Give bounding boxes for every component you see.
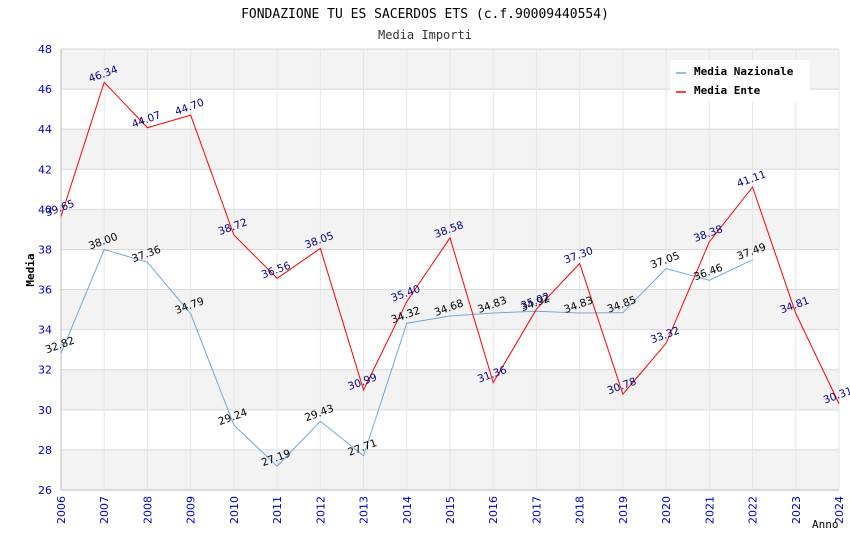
x-tick-label: 2010 (228, 496, 241, 524)
x-tick-label: 2012 (314, 496, 327, 524)
chart-subtitle: Media Importi (378, 28, 472, 42)
x-tick-label: 2014 (401, 496, 414, 524)
x-tick-label: 2024 (833, 496, 846, 524)
series-lines (60, 81, 840, 467)
y-tick-label: 40 (38, 203, 52, 216)
series-line-media-ente (60, 81, 840, 404)
x-tick-label: 2016 (487, 496, 500, 524)
x-tick-label: 2007 (98, 496, 111, 524)
y-axis-label: Media (24, 253, 37, 286)
legend-box (670, 60, 810, 102)
y-tick-label: 38 (38, 243, 52, 256)
x-tick-label: 2011 (271, 496, 284, 524)
chart-title: FONDAZIONE TU ES SACERDOS ETS (c.f.90009… (241, 7, 609, 22)
legend: Media Nazionale Media Ente (670, 60, 810, 102)
y-tick-label: 34 (38, 324, 52, 337)
x-tick-labels: 2006 2007 2008 2009 2010 2011 2012 2013 2014 2015… (55, 496, 846, 524)
x-tick-label: 2020 (660, 496, 673, 524)
y-tick-label: 36 (38, 284, 52, 297)
y-tick-label: 48 (38, 43, 52, 56)
y-tick-label: 44 (38, 123, 52, 136)
x-tick-label: 2022 (747, 496, 760, 524)
x-tick-label: 2019 (617, 496, 630, 524)
y-tick-label: 32 (38, 364, 52, 377)
x-tick-label: 2021 (703, 496, 716, 524)
x-tick-label: 2015 (444, 496, 457, 524)
y-tick-label: 28 (38, 444, 52, 457)
x-tick-label: 2017 (530, 496, 543, 524)
y-tick-label: 30 (38, 404, 52, 417)
y-tick-labels: 26 28 30 32 34 36 38 40 42 44 46 48 (38, 43, 52, 497)
x-tick-label: 2018 (574, 496, 587, 524)
x-axis-label: Anno (812, 518, 839, 531)
x-tick-label: 2009 (185, 496, 198, 524)
x-tick-label: 2006 (55, 496, 68, 524)
axes (60, 49, 839, 491)
x-tick-label: 2023 (790, 496, 803, 524)
x-tick-label: 2008 (141, 496, 154, 524)
y-tick-label: 26 (38, 484, 52, 497)
y-tick-label: 42 (38, 163, 52, 176)
legend-label-media-nazionale: Media Nazionale (694, 65, 794, 78)
x-tick-label: 2013 (358, 496, 371, 524)
legend-label-media-ente: Media Ente (694, 84, 761, 97)
series-line-media-nazionale (60, 248, 753, 467)
y-tick-label: 46 (38, 83, 52, 96)
